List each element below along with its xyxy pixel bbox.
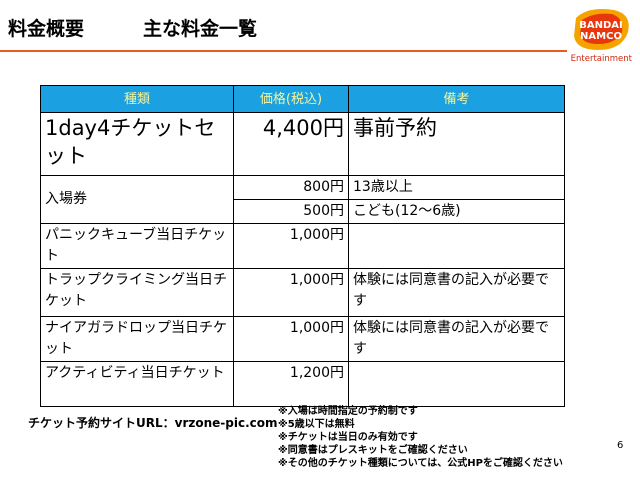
page-subtitle: 主な料金一覧 (143, 18, 258, 40)
url-label: チケット予約サイトURL： (28, 416, 175, 430)
note-item: ※入場は時間指定の予約制です (278, 406, 418, 417)
note-item: ※同意書はプレスキットをご確認ください (278, 445, 468, 456)
cell-price: 800円 (233, 175, 349, 200)
cell-note (348, 361, 565, 407)
cell-type: 入場券 (40, 175, 234, 224)
logo-line1: BANDAI (579, 20, 623, 31)
cell-type: 1day4チケットセット (40, 112, 234, 176)
cell-price: 1,000円 (233, 268, 349, 317)
header-note: 備考 (348, 85, 565, 113)
table-row: アクティビティ当日チケット 1,200円 (40, 361, 565, 407)
note-item: ※その他のチケット種類については、公式HPをご確認ください (278, 458, 563, 469)
bandai-namco-logo: BANDAI NAMCO Entertainment (571, 9, 633, 64)
cell-type: ナイアガラドロップ当日チケット (40, 316, 234, 362)
cell-note: こども(12〜6歳) (348, 199, 565, 224)
cell-price: 4,400円 (233, 112, 349, 176)
notes-list: ※入場は時間指定の予約制です ※5歳以下は無料 ※チケットは当日のみ有効です ※… (278, 405, 563, 470)
cell-type: パニックキューブ当日チケット (40, 223, 234, 269)
table-row: 1day4チケットセット 4,400円 事前予約 (40, 112, 565, 176)
cell-price: 500円 (233, 199, 349, 224)
table-header-row: 種類 価格(税込) 備考 (40, 85, 565, 113)
header-price: 価格(税込) (233, 85, 349, 113)
logo-line2: NAMCO (580, 31, 622, 42)
cell-note: 事前予約 (348, 112, 565, 176)
reservation-url: チケット予約サイトURL：vrzone-pic.com (28, 414, 278, 431)
url-link[interactable]: vrzone-pic.com (174, 416, 278, 430)
page-title: 料金概要 (8, 18, 85, 40)
logo-line3: Entertainment (571, 54, 633, 64)
table-row: ナイアガラドロップ当日チケット 1,000円 体験には同意書の記入が必要です (40, 316, 565, 362)
title-rule (0, 50, 567, 52)
cell-note: 体験には同意書の記入が必要です (348, 316, 565, 362)
cell-price: 1,200円 (233, 361, 349, 407)
cell-note (348, 223, 565, 269)
price-table: 種類 価格(税込) 備考 1day4チケットセット 4,400円 事前予約 入場… (40, 85, 565, 407)
note-item: ※5歳以下は無料 (278, 419, 355, 430)
cell-price: 1,000円 (233, 316, 349, 362)
note-item: ※チケットは当日のみ有効です (278, 432, 418, 443)
table-row: 入場券 800円 13歳以上 (40, 175, 565, 224)
cell-price: 1,000円 (233, 223, 349, 269)
cell-type: アクティビティ当日チケット (40, 361, 234, 407)
header-type: 種類 (40, 85, 234, 113)
table-row: トラップクライミング当日チケット 1,000円 体験には同意書の記入が必要です (40, 268, 565, 317)
cell-note: 13歳以上 (348, 175, 565, 200)
table-row: 500円 こども(12〜6歳) (41, 199, 565, 224)
cell-type: トラップクライミング当日チケット (40, 268, 234, 317)
cell-note: 体験には同意書の記入が必要です (348, 268, 565, 317)
table-row: パニックキューブ当日チケット 1,000円 (40, 223, 565, 269)
page-number: 6 (617, 440, 624, 451)
